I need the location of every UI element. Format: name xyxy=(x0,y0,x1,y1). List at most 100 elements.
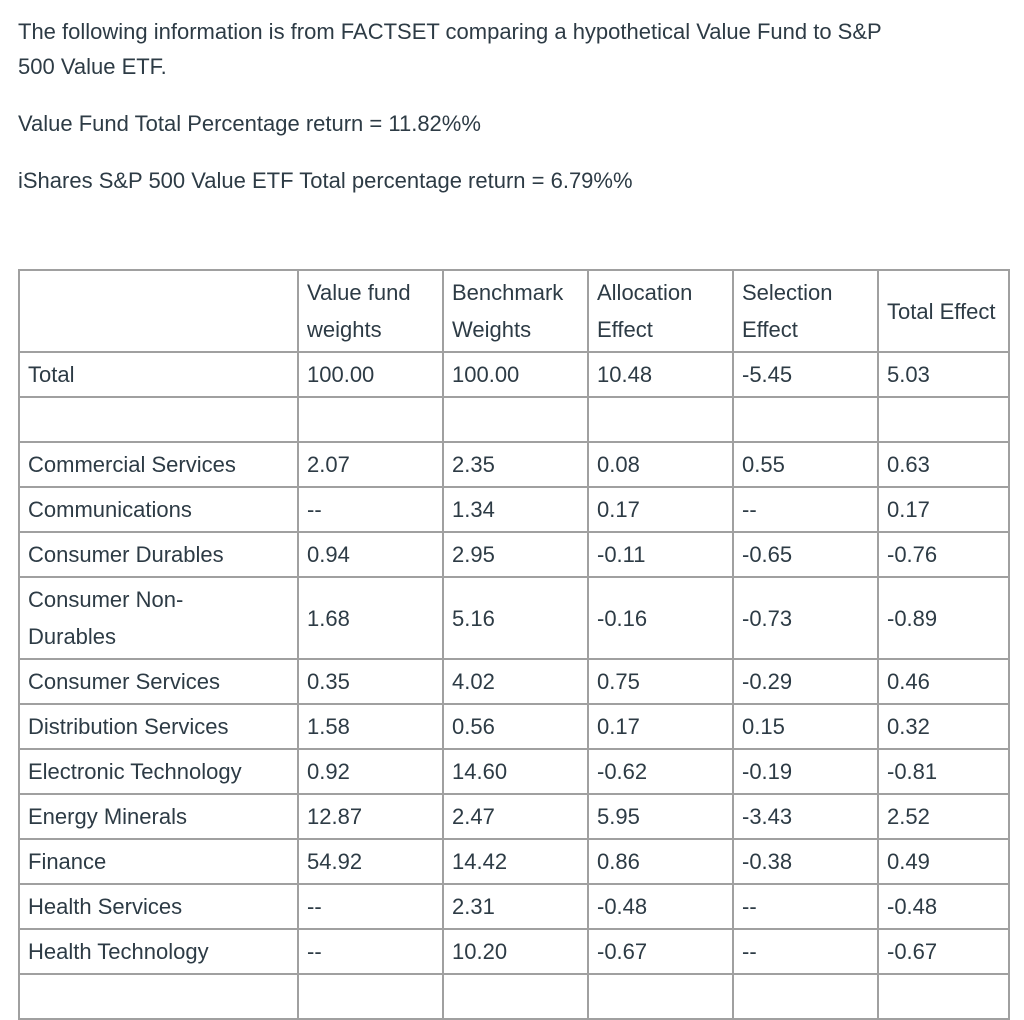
value-cell: -0.48 xyxy=(877,883,1010,930)
value-cell: -0.19 xyxy=(732,748,879,795)
value-cell: 100.00 xyxy=(442,351,589,398)
table-row: Electronic Technology 0.92 14.60 -0.62 -0.19… xyxy=(18,748,1010,795)
header-row: Value fund weights Benchmark Weights All… xyxy=(18,269,1010,353)
table-row: Communications -- 1.34 0.17 -- 0.17 xyxy=(18,486,1010,533)
intro-paragraph-source: The following information is from FACTSE… xyxy=(18,19,882,79)
value-cell: 100.00 xyxy=(297,351,444,398)
value-cell: 0.17 xyxy=(587,486,734,533)
value-cell: 0.94 xyxy=(297,531,444,578)
table-row: Health Technology -- 10.20 -0.67 -- -0.67 xyxy=(18,928,1010,975)
value-cell: 10.20 xyxy=(442,928,589,975)
value-cell: 0.17 xyxy=(877,486,1010,533)
table-row: Consumer Durables 0.94 2.95 -0.11 -0.65 -0.76 xyxy=(18,531,1010,578)
value-cell: 0.75 xyxy=(587,658,734,705)
value-cell: 2.35 xyxy=(442,441,589,488)
value-cell: -0.67 xyxy=(587,928,734,975)
table-row: Distribution Services 1.58 0.56 0.17 0.15 0.3… xyxy=(18,703,1010,750)
value-cell: 0.49 xyxy=(877,838,1010,885)
value-cell: -- xyxy=(732,486,879,533)
value-cell: 0.15 xyxy=(732,703,879,750)
sector-label: Health Technology xyxy=(18,928,299,975)
value-cell: 4.02 xyxy=(442,658,589,705)
value-cell: 5.16 xyxy=(442,576,589,660)
value-cell: -0.38 xyxy=(732,838,879,885)
partial-row xyxy=(18,973,1010,1020)
value-cell: 2.31 xyxy=(442,883,589,930)
value-cell: 2.52 xyxy=(877,793,1010,840)
value-cell: 0.17 xyxy=(587,703,734,750)
value-cell: -- xyxy=(297,486,444,533)
value-cell: 14.42 xyxy=(442,838,589,885)
empty-cell xyxy=(587,396,734,443)
value-cell: 0.35 xyxy=(297,658,444,705)
attribution-table-header: Value fund weights Benchmark Weights All… xyxy=(18,269,1010,353)
value-cell: 0.63 xyxy=(877,441,1010,488)
table-row: Finance 54.92 14.42 0.86 -0.38 0.49 xyxy=(18,838,1010,885)
sector-label: Energy Minerals xyxy=(18,793,299,840)
table-row: Consumer Services 0.35 4.02 0.75 -0.29 0.46 xyxy=(18,658,1010,705)
empty-cell xyxy=(442,396,589,443)
table-row: Commercial Services 2.07 2.35 0.08 0.55 0.63 xyxy=(18,441,1010,488)
empty-cell xyxy=(732,973,879,1020)
total-row: Total 100.00 100.00 10.48 -5.45 5.03 xyxy=(18,351,1010,398)
value-cell: -0.73 xyxy=(732,576,879,660)
value-cell: -- xyxy=(732,883,879,930)
empty-cell xyxy=(732,396,879,443)
sector-label: Distribution Services xyxy=(18,703,299,750)
value-cell: -0.76 xyxy=(877,531,1010,578)
value-cell: 0.55 xyxy=(732,441,879,488)
sector-label: Total xyxy=(18,351,299,398)
empty-cell xyxy=(587,973,734,1020)
empty-cell xyxy=(18,973,299,1020)
value-cell: 10.48 xyxy=(587,351,734,398)
value-cell: 0.46 xyxy=(877,658,1010,705)
sector-label: Consumer Services xyxy=(18,658,299,705)
value-cell: 1.68 xyxy=(297,576,444,660)
cutoff-section xyxy=(18,973,1010,1020)
value-cell: -0.67 xyxy=(877,928,1010,975)
value-cell: -0.89 xyxy=(877,576,1010,660)
sector-label: Finance xyxy=(18,838,299,885)
value-cell: -0.48 xyxy=(587,883,734,930)
value-cell: 12.87 xyxy=(297,793,444,840)
value-cell: -0.81 xyxy=(877,748,1010,795)
intro-paragraph-value-fund-return: Value Fund Total Percentage return = 11.… xyxy=(18,111,481,136)
header-cell-allocation-effect: Allocation Effect xyxy=(587,269,734,353)
header-cell-total-effect: Total Effect xyxy=(877,269,1010,353)
value-cell: 0.32 xyxy=(877,703,1010,750)
value-cell: -- xyxy=(297,883,444,930)
sector-label: Health Services xyxy=(18,883,299,930)
value-cell: 0.92 xyxy=(297,748,444,795)
value-cell: 1.58 xyxy=(297,703,444,750)
sector-label: Consumer Durables xyxy=(18,531,299,578)
value-cell: 5.95 xyxy=(587,793,734,840)
value-cell: -3.43 xyxy=(732,793,879,840)
header-cell-value-fund-weights: Value fund weights xyxy=(297,269,444,353)
empty-cell xyxy=(877,973,1010,1020)
sector-rows: Commercial Services 2.07 2.35 0.08 0.55 0.63 C… xyxy=(18,441,1010,975)
value-cell: 2.07 xyxy=(297,441,444,488)
value-cell: 2.95 xyxy=(442,531,589,578)
value-cell: -0.62 xyxy=(587,748,734,795)
sector-label: Commercial Services xyxy=(18,441,299,488)
value-cell: -0.16 xyxy=(587,576,734,660)
intro-paragraph-etf-return: iShares S&P 500 Value ETF Total percenta… xyxy=(18,168,633,193)
attribution-table: Value fund weights Benchmark Weights All… xyxy=(18,269,1010,1020)
value-cell: 1.34 xyxy=(442,486,589,533)
empty-cell xyxy=(297,396,444,443)
header-cell-blank xyxy=(18,269,299,353)
empty-cell xyxy=(877,396,1010,443)
value-cell: 0.86 xyxy=(587,838,734,885)
value-cell: -- xyxy=(732,928,879,975)
value-cell: 0.08 xyxy=(587,441,734,488)
value-cell: -0.11 xyxy=(587,531,734,578)
sector-label: Electronic Technology xyxy=(18,748,299,795)
header-cell-selection-effect: Selection Effect xyxy=(732,269,879,353)
value-cell: -- xyxy=(297,928,444,975)
empty-cell xyxy=(18,396,299,443)
empty-cell xyxy=(297,973,444,1020)
total-section: Total 100.00 100.00 10.48 -5.45 5.03 xyxy=(18,351,1010,443)
value-cell: -0.29 xyxy=(732,658,879,705)
table-row: Health Services -- 2.31 -0.48 -- -0.48 xyxy=(18,883,1010,930)
